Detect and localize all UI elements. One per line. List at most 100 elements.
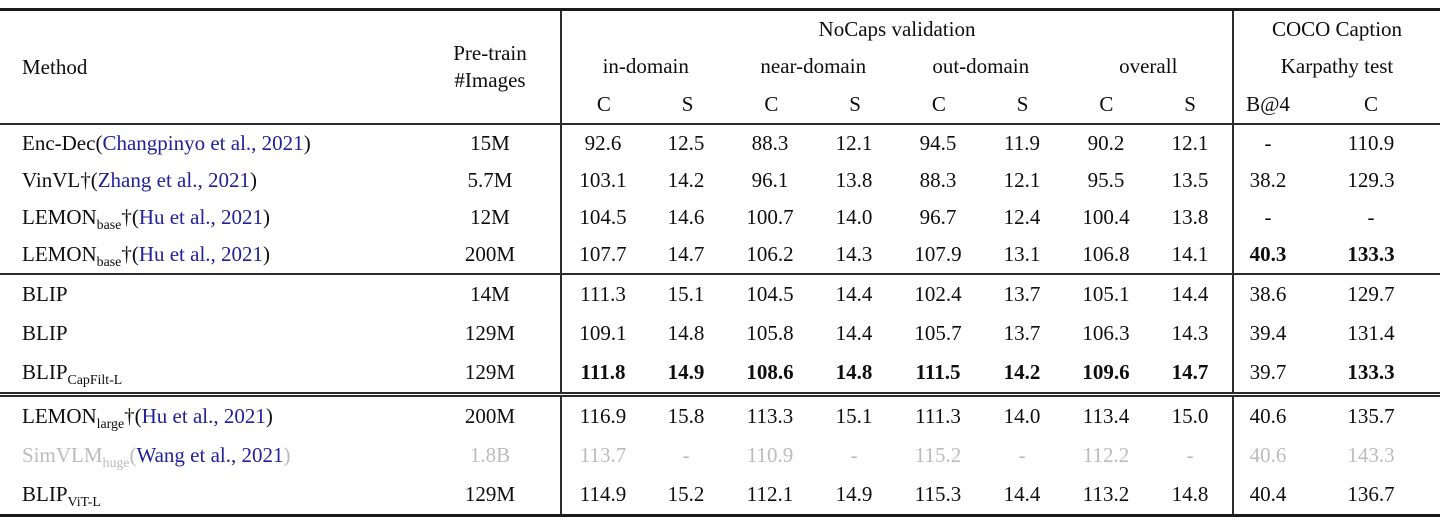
citation-paren-open: ( [129,443,137,467]
citation-link[interactable]: Wang et al., 2021 [136,443,284,467]
table-row: LEMONbase† (Hu et al., 2021) 200M 107.7 14.… [0,236,1440,273]
results-table: Method Pre-train #Images NoCaps validati… [0,8,1440,517]
method-variant-subscript: base [96,254,122,270]
coco-b4-cell: - [1232,199,1302,236]
metric-header-s: S [681,91,694,116]
nocaps-value-cell: 14.1 [1171,242,1209,266]
nocaps-value-cell: 106.2 [746,242,794,266]
table-header: Method Pre-train #Images NoCaps validati… [0,11,1440,125]
nocaps-value-cell: 14.0 [835,205,873,229]
pretrain-header-line1: Pre-train [453,41,527,66]
pretrain-images-cell: 200M [464,404,516,428]
pretrain-header-line2: #Images [454,68,526,92]
nocaps-value-cell: 94.5 [919,131,957,155]
section-large-models: LEMONlarge† (Hu et al., 2021) 200M 116.9 15… [0,392,1440,514]
nocaps-value-cell: 14.2 [667,168,705,192]
nocaps-value-cell: 92.6 [560,125,644,162]
dagger-mark: † [121,242,132,266]
citation-paren-open: ( [90,168,98,192]
table-row: VinVL† (Zhang et al., 2021) 5.7M 103.1 14.2… [0,162,1440,199]
dagger-mark: † [80,168,91,192]
table-row: LEMONlarge† (Hu et al., 2021) 200M 116.9 15… [0,397,1440,436]
method-name: SimVLMhuge [22,443,130,471]
nocaps-value-cell: 106.3 [1082,321,1130,345]
nocaps-column-group: NoCaps validation in-domain near-domain … [560,11,1232,123]
nocaps-value-cell: 12.4 [1003,205,1041,229]
metric-header-s: S [849,91,861,116]
nocaps-value-cell: 100.7 [746,205,794,229]
nocaps-value-cell: 115.3 [914,482,962,506]
coco-b4-cell: 40.6 [1232,436,1302,475]
nocaps-value-cell: 14.4 [835,321,873,345]
section-blip-base: BLIP 14M 111.3 15.1 104.5 14.4 102.4 13.7 105.1 1… [0,273,1440,392]
citation-paren-open: ( [134,404,142,428]
nocaps-value-cell: 12.1 [835,131,873,155]
nocaps-value-cell: 12.1 [1171,131,1209,155]
nocaps-value-cell: 14.2 [1003,360,1041,384]
pretrain-images-cell: 12M [470,205,510,229]
citation-link[interactable]: Zhang et al., 2021 [97,168,250,192]
citation-link[interactable]: Changpinyo et al., 2021 [102,131,304,155]
table-row: BLIPViT-L 129M 114.9 15.2 112.1 14.9 115.3 14.4… [0,475,1440,514]
method-name: LEMONbase† [22,242,132,270]
coco-cider-cell: 131.4 [1347,321,1395,345]
coco-group-title-line2: Karpathy test [1280,53,1394,78]
nocaps-value-cell: 112.1 [746,482,794,506]
nocaps-value-cell: 109.6 [1082,360,1130,384]
coco-cider-cell: 133.3 [1347,360,1395,384]
method-variant-subscript: CapFilt-L [67,372,123,388]
coco-b4-cell: 40.6 [1232,397,1302,436]
pretrain-column-header: Pre-train #Images [420,11,560,123]
nocaps-value-cell: 103.1 [560,162,644,199]
method-cell: LEMONlarge† (Hu et al., 2021) [0,397,420,436]
nocaps-value-cell: 104.5 [560,199,644,236]
group-header-overall: overall [1119,53,1178,78]
coco-b4-cell: 39.7 [1232,353,1302,392]
method-cell: LEMONbase† (Hu et al., 2021) [0,199,420,236]
method-cell: VinVL† (Zhang et al., 2021) [0,162,420,199]
nocaps-value-cell: 107.7 [560,236,644,273]
nocaps-value-cell: 90.2 [1087,131,1125,155]
dagger-mark: † [121,205,132,229]
method-variant-subscript: huge [102,455,130,471]
group-header-out-domain: out-domain [932,53,1030,78]
nocaps-value-cell: 105.8 [746,321,794,345]
table-row: BLIP 14M 111.3 15.1 104.5 14.4 102.4 13.7 105.1 1… [0,275,1440,314]
nocaps-value-cell: 95.5 [1087,168,1125,192]
method-name: BLIP [22,282,68,306]
nocaps-value-cell: 13.7 [1003,321,1041,345]
table-row: BLIPCapFilt-L 129M 111.8 14.9 108.6 14.8 111.5… [0,353,1440,392]
metric-header-c: C [764,91,779,116]
nocaps-value-cell: 13.8 [1171,205,1209,229]
metric-header-c: C [931,91,946,116]
section-baselines: Enc-Dec (Changpinyo et al., 2021) 15M 92.6… [0,125,1440,273]
citation-link[interactable]: Hu et al., 2021 [141,404,266,428]
method-name: Enc-Dec [22,131,96,155]
metric-header-coco-c: C [1363,91,1378,116]
nocaps-value-cell: 13.7 [1003,282,1041,306]
method-cell: BLIP [0,314,420,353]
pretrain-images-cell: 200M [464,242,516,266]
coco-cider-cell: 133.3 [1347,242,1395,266]
nocaps-value-cell: 14.7 [1171,360,1209,384]
nocaps-value-cell: 14.6 [667,205,705,229]
method-name: BLIPViT-L [22,482,101,510]
nocaps-value-cell: 15.0 [1171,404,1209,428]
coco-cider-cell: 135.7 [1347,404,1395,428]
nocaps-value-cell: 14.4 [835,282,873,306]
method-name: LEMONbase† [22,205,132,233]
nocaps-value-cell: 109.1 [560,314,644,353]
metric-header-c: C [1099,91,1114,116]
citation-link[interactable]: Hu et al., 2021 [138,242,264,266]
coco-cider-cell: 136.7 [1347,482,1395,506]
nocaps-value-cell: 113.3 [746,404,794,428]
coco-cider-cell: 129.3 [1347,168,1395,192]
coco-cider-cell: 129.7 [1347,282,1395,306]
nocaps-value-cell: 104.5 [746,282,794,306]
nocaps-value-cell: 13.1 [1003,242,1041,266]
citation-link[interactable]: Hu et al., 2021 [138,205,264,229]
citation-paren-open: ( [131,242,139,266]
pretrain-images-cell: 15M [470,131,510,155]
nocaps-value-cell: 14.0 [1003,404,1041,428]
citation-paren-close: ) [263,205,271,229]
